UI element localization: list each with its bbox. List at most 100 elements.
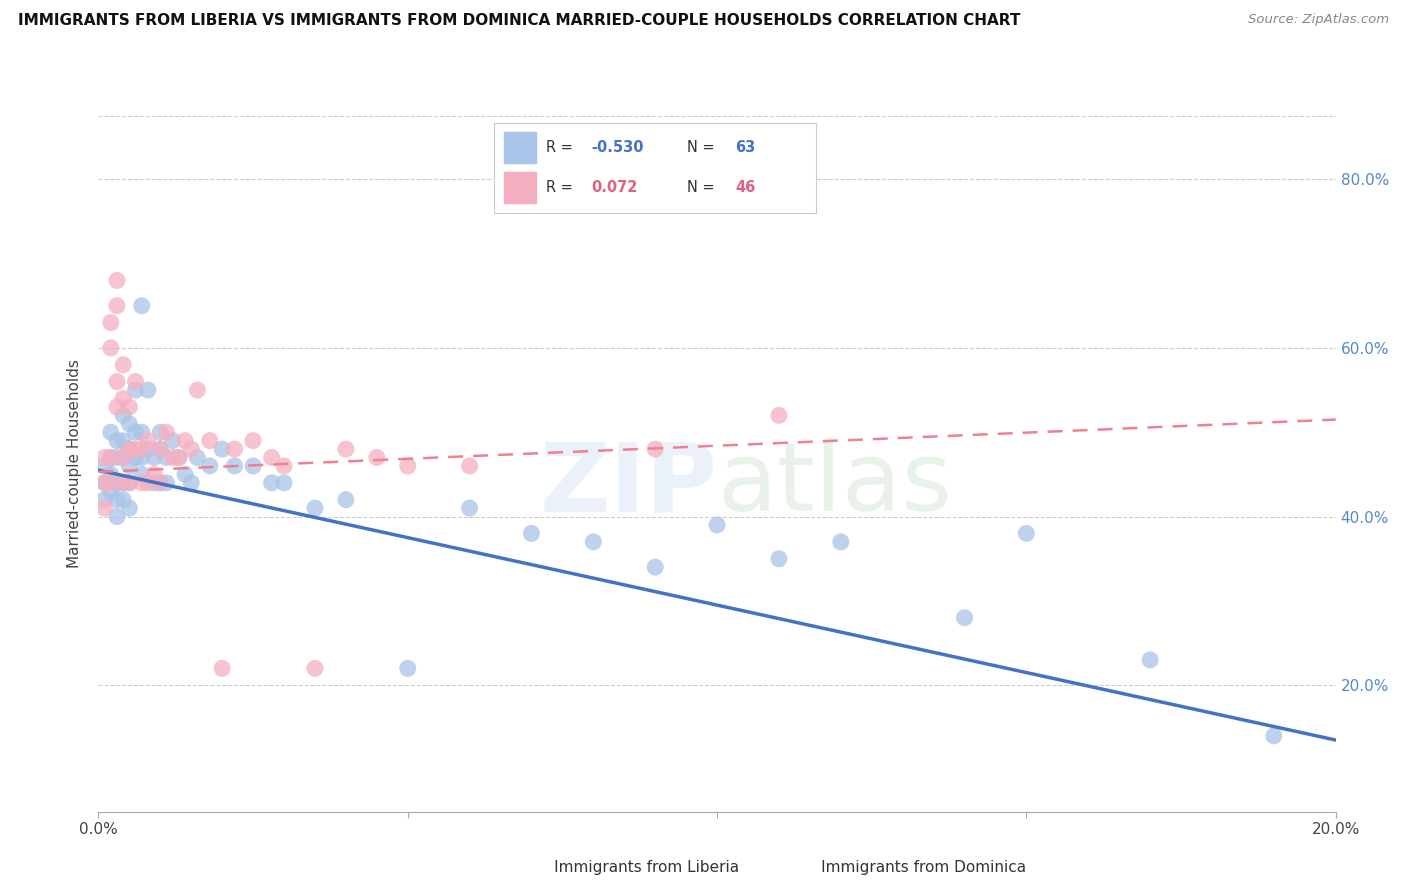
Point xyxy=(644,560,666,574)
Point xyxy=(143,450,166,465)
Point xyxy=(100,450,122,465)
Point xyxy=(273,458,295,473)
Point xyxy=(224,442,246,456)
Point xyxy=(124,375,146,389)
Point xyxy=(131,475,153,490)
Text: Immigrants from Liberia: Immigrants from Liberia xyxy=(520,860,740,874)
Text: IMMIGRANTS FROM LIBERIA VS IMMIGRANTS FROM DOMINICA MARRIED-COUPLE HOUSEHOLDS CO: IMMIGRANTS FROM LIBERIA VS IMMIGRANTS FR… xyxy=(18,13,1021,29)
Point xyxy=(105,434,128,448)
Point xyxy=(167,450,190,465)
Point xyxy=(100,450,122,465)
Point xyxy=(112,450,135,465)
Point xyxy=(155,475,177,490)
Point xyxy=(93,458,115,473)
Point xyxy=(149,475,172,490)
Point xyxy=(112,492,135,507)
Point xyxy=(105,273,128,287)
Point xyxy=(105,492,128,507)
Point xyxy=(149,425,172,440)
Point xyxy=(180,442,202,456)
Point xyxy=(396,458,419,473)
Point xyxy=(131,450,153,465)
Point xyxy=(768,409,790,423)
Point xyxy=(100,341,122,355)
Point xyxy=(644,442,666,456)
Point xyxy=(953,611,976,625)
Point xyxy=(198,458,221,473)
Point xyxy=(100,484,122,499)
Point xyxy=(149,442,172,456)
Point xyxy=(105,450,128,465)
Point xyxy=(112,358,135,372)
Point xyxy=(143,475,166,490)
Point xyxy=(112,409,135,423)
Point xyxy=(93,492,115,507)
Point xyxy=(458,458,481,473)
Point xyxy=(174,467,197,482)
Point xyxy=(112,434,135,448)
Point xyxy=(1263,729,1285,743)
Point xyxy=(124,442,146,456)
Point xyxy=(118,417,141,431)
Point xyxy=(304,661,326,675)
Point xyxy=(124,425,146,440)
Point xyxy=(706,518,728,533)
Point xyxy=(100,467,122,482)
Point xyxy=(118,475,141,490)
Point xyxy=(155,425,177,440)
Point xyxy=(124,450,146,465)
Point xyxy=(118,475,141,490)
Point xyxy=(112,450,135,465)
Point xyxy=(162,450,184,465)
Point xyxy=(118,458,141,473)
Text: Immigrants from Dominica: Immigrants from Dominica xyxy=(787,860,1026,874)
Point xyxy=(396,661,419,675)
Point xyxy=(93,501,115,516)
Point xyxy=(112,392,135,406)
Point xyxy=(131,467,153,482)
Point xyxy=(260,475,283,490)
Point xyxy=(180,475,202,490)
Point xyxy=(198,434,221,448)
Point xyxy=(155,450,177,465)
Point xyxy=(118,501,141,516)
Point xyxy=(167,450,190,465)
Point xyxy=(520,526,543,541)
Y-axis label: Married-couple Households: Married-couple Households xyxy=(67,359,83,568)
Point xyxy=(112,475,135,490)
Point xyxy=(105,299,128,313)
Point xyxy=(335,442,357,456)
Point xyxy=(118,442,141,456)
Point xyxy=(211,442,233,456)
Point xyxy=(136,383,159,397)
Point xyxy=(93,475,115,490)
Point xyxy=(174,434,197,448)
Point xyxy=(224,458,246,473)
Point xyxy=(118,442,141,456)
Point xyxy=(149,442,172,456)
Point xyxy=(105,375,128,389)
Text: atlas: atlas xyxy=(717,438,952,532)
Point xyxy=(260,450,283,465)
Point xyxy=(131,425,153,440)
Point xyxy=(1015,526,1038,541)
Text: Source: ZipAtlas.com: Source: ZipAtlas.com xyxy=(1249,13,1389,27)
Point xyxy=(124,383,146,397)
Point xyxy=(1139,653,1161,667)
Point xyxy=(112,475,135,490)
Point xyxy=(105,400,128,414)
Point xyxy=(100,316,122,330)
Point xyxy=(242,434,264,448)
Point xyxy=(93,450,115,465)
Point xyxy=(830,534,852,549)
Text: ZIP: ZIP xyxy=(538,438,717,532)
Point xyxy=(136,434,159,448)
Point xyxy=(304,501,326,516)
Point xyxy=(335,492,357,507)
Point xyxy=(131,299,153,313)
Point xyxy=(582,534,605,549)
Point xyxy=(186,450,208,465)
Point xyxy=(162,434,184,448)
Point xyxy=(105,509,128,524)
Point xyxy=(100,425,122,440)
